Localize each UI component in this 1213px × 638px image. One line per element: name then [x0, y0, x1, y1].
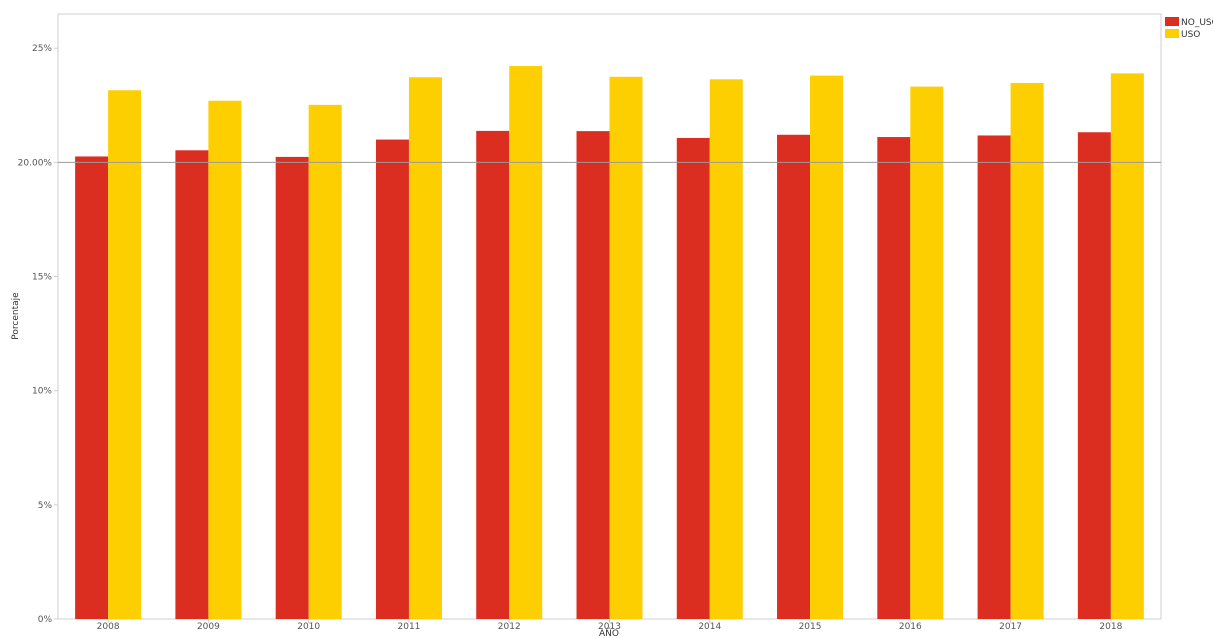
bar-no-uso-2016 [877, 137, 911, 619]
bar-no-uso-2010 [275, 156, 309, 619]
bars [75, 66, 1144, 620]
bar-uso-2010 [308, 104, 342, 620]
x-tick-label-2016: 2016 [899, 622, 922, 632]
bar-no-uso-2012 [476, 130, 510, 619]
y-tick-label: 20.00% [18, 158, 53, 168]
bar-uso-2012 [509, 66, 543, 619]
x-tick-label-2011: 2011 [398, 622, 421, 632]
y-tick-label: 10% [32, 387, 52, 397]
y-tick-label: 5% [38, 501, 53, 511]
bar-uso-2011 [408, 77, 442, 619]
x-tick-label-2008: 2008 [97, 622, 120, 632]
x-axis: 2008 2009 2010 2011 2012 2013 2014 2015 2016 2017… [97, 619, 1123, 632]
bar-uso-2017 [1010, 82, 1044, 620]
x-tick-label-2015: 2015 [799, 622, 822, 632]
bar-no-uso-2008 [75, 156, 109, 619]
bar-uso-2015 [810, 75, 844, 620]
legend-swatch-no-uso [1165, 17, 1179, 26]
bar-uso-2008 [108, 90, 142, 620]
x-tick-label-2017: 2017 [999, 622, 1022, 632]
y-axis-title: Porcentaje [11, 292, 21, 340]
x-tick-label-2018: 2018 [1099, 622, 1122, 632]
legend-swatch-uso [1165, 29, 1179, 38]
bar-no-uso-2009 [175, 150, 209, 620]
x-tick-label-2012: 2012 [498, 622, 521, 632]
bar-uso-2014 [709, 79, 743, 620]
bar-no-uso-2013 [576, 131, 610, 619]
bar-no-uso-2017 [977, 135, 1011, 619]
y-tick-label: 0% [38, 615, 53, 625]
x-axis-title: AÑO [599, 628, 619, 638]
x-tick-label-2010: 2010 [297, 622, 320, 632]
x-tick-label-2014: 2014 [698, 622, 721, 632]
legend-label-uso: USO [1181, 30, 1200, 40]
x-tick-label-2013: 2013 [598, 622, 621, 632]
bar-no-uso-2011 [375, 139, 409, 619]
y-tick-label: 15% [32, 273, 52, 283]
bar-no-uso-2014 [676, 137, 710, 619]
bar-uso-2016 [910, 86, 944, 620]
y-tick-label: 25% [32, 44, 52, 54]
bar-uso-2013 [609, 76, 643, 619]
x-tick-label-2009: 2009 [197, 622, 220, 632]
legend: NO_USO USO [1165, 17, 1213, 40]
bar-no-uso-2018 [1077, 132, 1111, 619]
bar-no-uso-2015 [777, 134, 811, 619]
y-axis: 0% 5% 10% 15% 20.00% 25% [18, 44, 58, 625]
bar-uso-2009 [208, 100, 242, 620]
bar-uso-2018 [1110, 73, 1144, 619]
legend-label-no-uso: NO_USO [1181, 18, 1213, 28]
